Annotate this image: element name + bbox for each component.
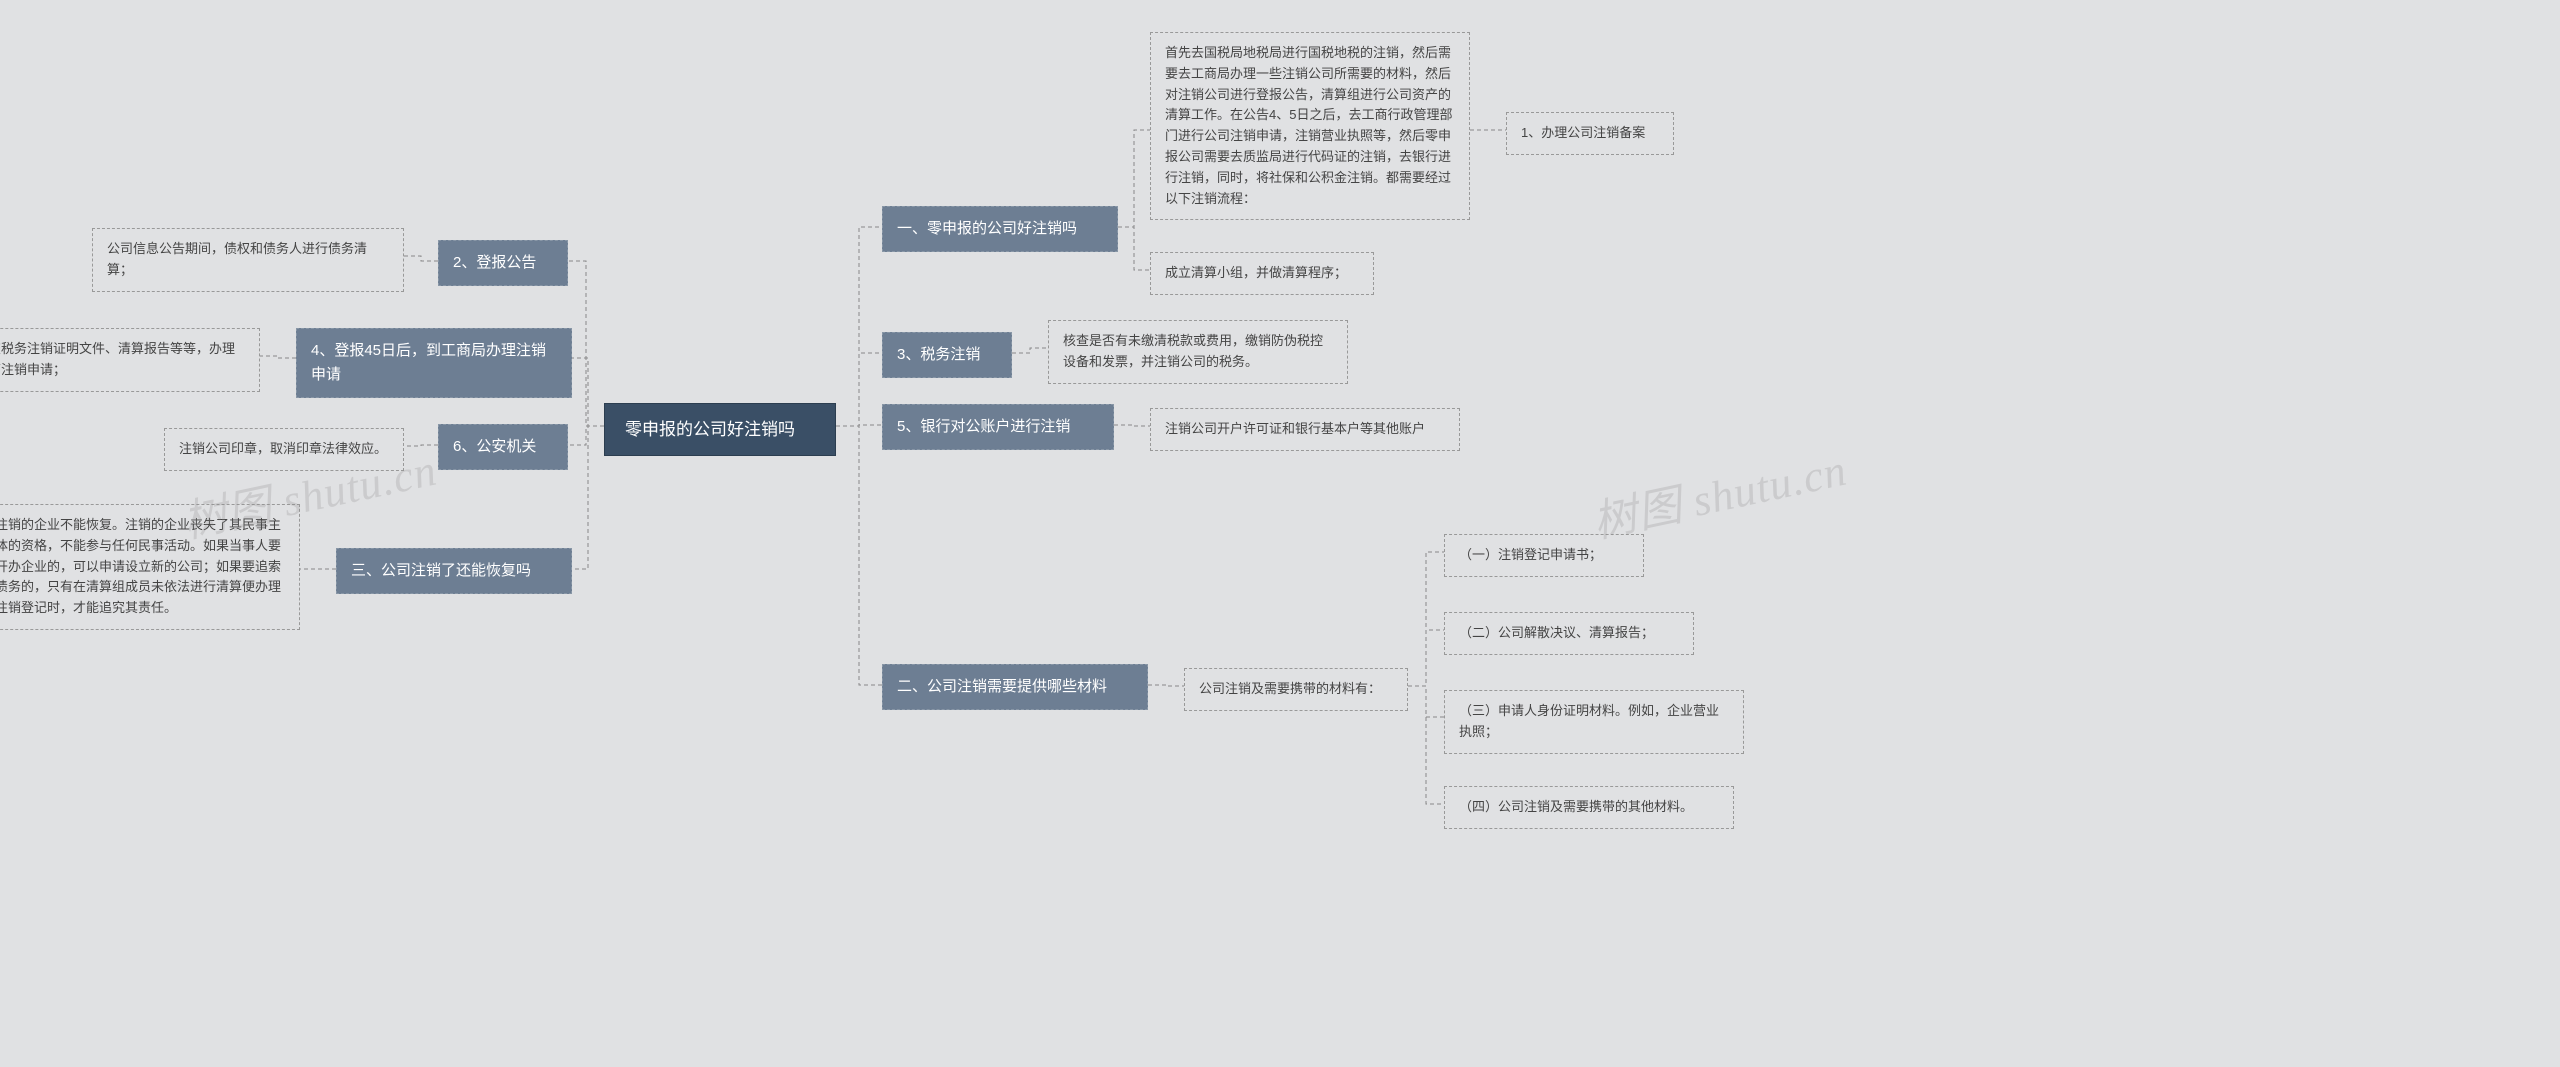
node-r1b: 成立清算小组，并做清算程序； [1150,252,1374,295]
node-r2a: 核查是否有未缴清税款或费用，缴销防伪税控设备和发票，并注销公司的税务。 [1048,320,1348,384]
node-l3: 6、公安机关 [438,424,568,470]
node-root: 零申报的公司好注销吗 [604,403,836,456]
node-l4a: 注销的企业不能恢复。注销的企业丧失了其民事主体的资格，不能参与任何民事活动。如果… [0,504,300,630]
node-l2: 4、登报45日后，到工商局办理注销申请 [296,328,572,398]
node-r1: 一、零申报的公司好注销吗 [882,206,1118,252]
node-l4: 三、公司注销了还能恢复吗 [336,548,572,594]
node-r4a1: （一）注销登记申请书； [1444,534,1644,577]
node-r2: 3、税务注销 [882,332,1012,378]
node-r4: 二、公司注销需要提供哪些材料 [882,664,1148,710]
node-r4a2: （二）公司解散决议、清算报告； [1444,612,1694,655]
watermark: 树图 shutu.cn [1586,434,1852,550]
node-l1a: 公司信息公告期间，债权和债务人进行债务清算； [92,228,404,292]
node-l3a: 注销公司印章，取消印章法律效应。 [164,428,404,471]
node-r3: 5、银行对公账户进行注销 [882,404,1114,450]
node-l1: 2、登报公告 [438,240,568,286]
node-r4a3: （三）申请人身份证明材料。例如，企业营业执照； [1444,690,1744,754]
node-r4a: 公司注销及需要携带的材料有： [1184,668,1408,711]
node-r1a1: 1、办理公司注销备案 [1506,112,1674,155]
node-r3a: 注销公司开户许可证和银行基本户等其他账户 [1150,408,1460,451]
node-l2a: 提交税务注销证明文件、清算报告等等，办理工商注销申请； [0,328,260,392]
node-r1a: 首先去国税局地税局进行国税地税的注销，然后需要去工商局办理一些注销公司所需要的材… [1150,32,1470,220]
node-r4a4: （四）公司注销及需要携带的其他材料。 [1444,786,1734,829]
